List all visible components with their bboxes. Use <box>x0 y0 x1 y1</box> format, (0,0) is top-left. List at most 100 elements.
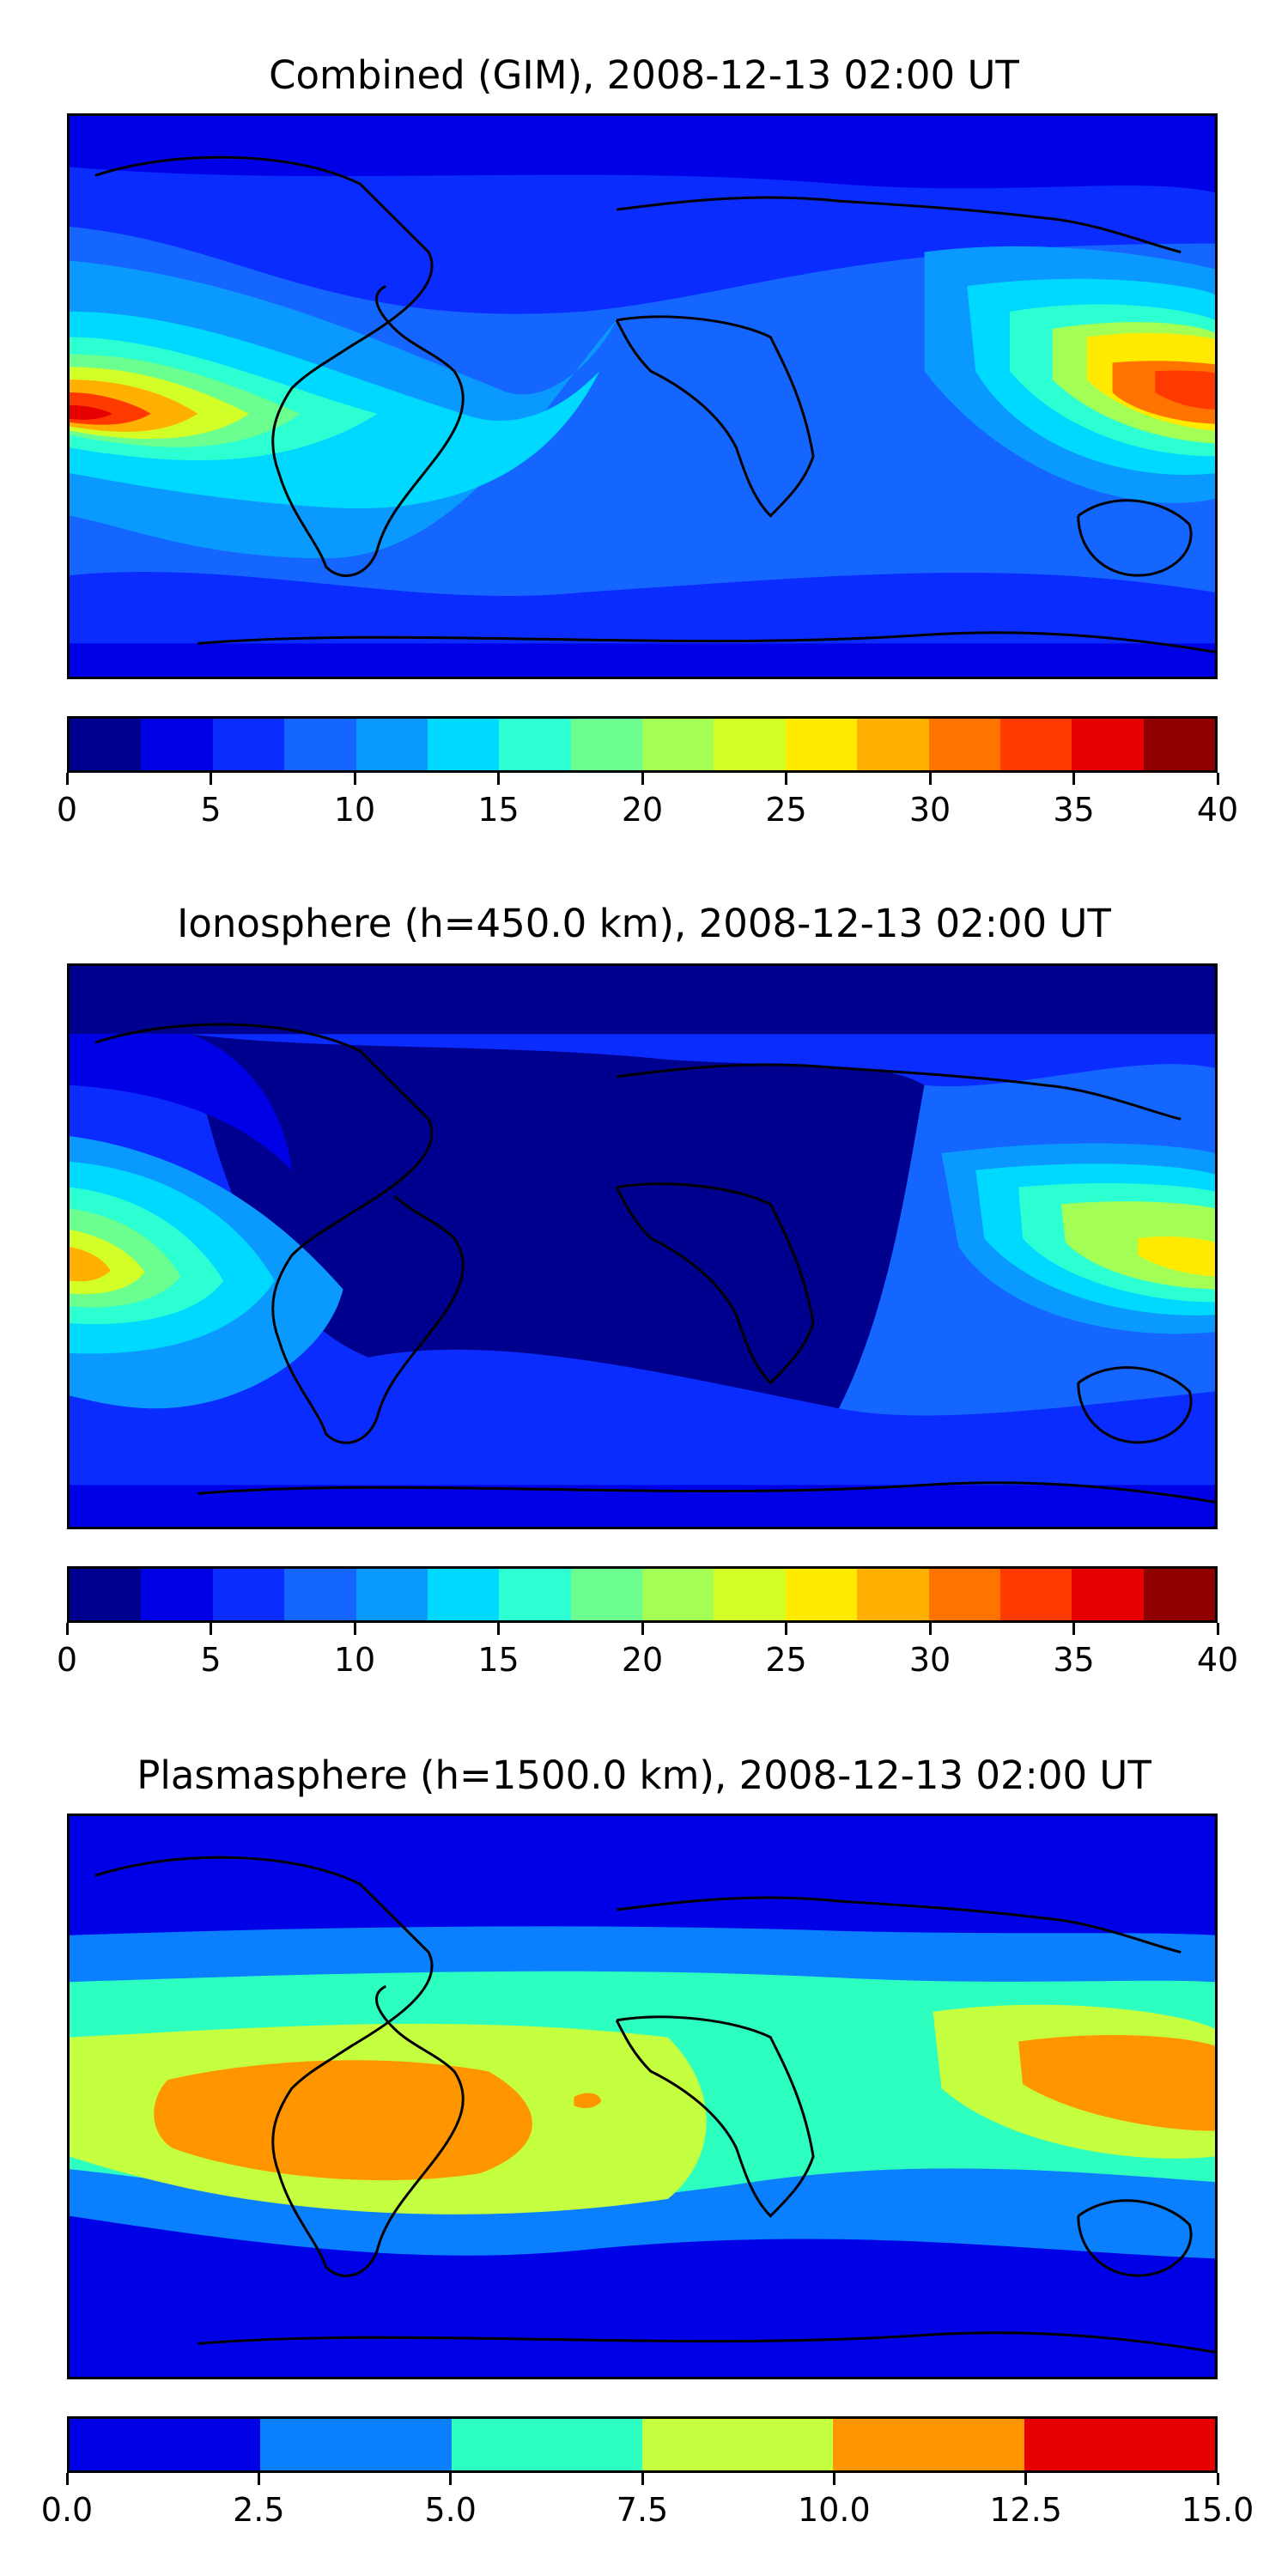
colorbar-tick <box>353 773 356 785</box>
colorbar-tick <box>65 2473 69 2485</box>
colorbar-segment <box>70 1569 142 1620</box>
colorbar-tick <box>210 773 212 785</box>
colorbar-segment <box>833 2419 1024 2470</box>
colorbar-segment <box>785 719 858 770</box>
colorbar-tick <box>785 1623 787 1635</box>
colorbar-segment <box>212 1569 285 1620</box>
colorbar-tick-label: 10 <box>333 1641 376 1679</box>
map-plasmasphere <box>67 1814 1218 2379</box>
colorbar-tick-label: 25 <box>765 791 807 829</box>
colorbar-segment <box>714 1569 786 1620</box>
colorbar-segment <box>928 719 1000 770</box>
colorbar-tick <box>641 1623 644 1635</box>
colorbar-tick <box>641 773 644 785</box>
colorbar-tick <box>210 1623 212 1635</box>
colorbar-segment <box>642 1569 714 1620</box>
colorbar-tick <box>449 2473 453 2485</box>
colorbar-segment <box>141 719 213 770</box>
colorbar-tick <box>353 1623 356 1635</box>
colorbar-ticks-plasmasphere: 0.0 2.5 5.0 7.5 10.0 12.5 15.0 <box>41 2473 1254 2533</box>
colorbar-segment <box>857 1569 929 1620</box>
colorbar-tick <box>1072 1623 1075 1635</box>
colorbar-segment <box>212 719 285 770</box>
colorbar-segment <box>1072 1569 1144 1620</box>
colorbar-tick-label: 2.5 <box>233 2491 285 2529</box>
colorbar-segment <box>284 1569 356 1620</box>
colorbar-segment <box>427 1569 500 1620</box>
colorbar-combined <box>67 716 1218 773</box>
colorbar-tick-label: 5 <box>200 1641 222 1679</box>
colorbar-tick-label: 0 <box>56 791 78 829</box>
colorbar-segment <box>499 1569 571 1620</box>
panel-title-plasmasphere: Plasmasphere (h=1500.0 km), 2008-12-13 0… <box>137 1753 1151 1798</box>
colorbar-segment <box>427 719 500 770</box>
colorbar-tick <box>1024 2473 1028 2485</box>
panel-title-combined: Combined (GIM), 2008-12-13 02:00 UT <box>269 52 1019 98</box>
colorbar-tick-label: 20 <box>621 1641 664 1679</box>
colorbar-tick-label: 25 <box>765 1641 807 1679</box>
colorbar-ionosphere <box>67 1566 1218 1623</box>
colorbar-tick-label: 12.5 <box>989 2491 1062 2529</box>
colorbar-segment <box>499 719 571 770</box>
colorbar-tick-label: 5.0 <box>424 2491 477 2529</box>
colorbar-tick-label: 35 <box>1053 791 1095 829</box>
colorbar-segment <box>355 719 428 770</box>
colorbar-tick-label: 0.0 <box>40 2491 94 2529</box>
colorbar-plasmasphere <box>67 2416 1218 2473</box>
colorbar-tick <box>1216 1623 1219 1635</box>
colorbar-tick-label: 15.0 <box>1181 2491 1255 2529</box>
colorbar-tick-label: 20 <box>621 791 664 829</box>
colorbar-tick <box>65 1623 69 1635</box>
colorbar-tick-label: 40 <box>1196 791 1239 829</box>
colorbar-tick-label: 30 <box>908 1641 951 1679</box>
colorbar-segment <box>70 2419 261 2470</box>
colorbar-segment <box>714 719 786 770</box>
colorbar-tick-label: 5 <box>200 791 222 829</box>
colorbar-segment <box>570 1569 642 1620</box>
colorbar-segment <box>1143 1569 1215 1620</box>
colorbar-segment <box>1024 2419 1215 2470</box>
colorbar-ticks-combined: 0 5 10 15 20 25 30 35 40 <box>57 773 1238 833</box>
colorbar-segment <box>641 2419 834 2470</box>
colorbar-segment <box>70 719 142 770</box>
colorbar-tick-label: 10.0 <box>798 2491 871 2529</box>
map-ionosphere <box>67 963 1218 1529</box>
colorbar-segment <box>570 719 642 770</box>
colorbar-tick-label: 40 <box>1196 1641 1239 1679</box>
colorbar-tick <box>928 1623 932 1635</box>
colorbar-tick-label: 10 <box>333 791 376 829</box>
colorbar-tick <box>832 2473 835 2485</box>
colorbar-tick <box>257 2473 260 2485</box>
colorbar-tick-label: 15 <box>477 791 519 829</box>
colorbar-segment <box>284 719 356 770</box>
colorbar-tick <box>1072 773 1075 785</box>
panel-title-ionosphere: Ionosphere (h=450.0 km), 2008-12-13 02:0… <box>177 901 1111 946</box>
colorbar-tick-label: 30 <box>908 791 951 829</box>
colorbar-segment <box>785 1569 858 1620</box>
colorbar-segment <box>999 719 1072 770</box>
colorbar-tick-label: 7.5 <box>616 2491 669 2529</box>
colorbar-tick <box>497 773 500 785</box>
colorbar-segment <box>355 1569 428 1620</box>
colorbar-tick <box>65 773 69 785</box>
colorbar-tick <box>928 773 932 785</box>
colorbar-segment <box>1143 719 1215 770</box>
colorbar-segment <box>999 1569 1072 1620</box>
colorbar-segment <box>928 1569 1000 1620</box>
colorbar-segment <box>260 2419 452 2470</box>
colorbar-segment <box>857 719 929 770</box>
colorbar-segment <box>1072 719 1144 770</box>
colorbar-segment <box>141 1569 213 1620</box>
colorbar-ticks-ionosphere: 0 5 10 15 20 25 30 35 40 <box>57 1623 1238 1683</box>
colorbar-tick <box>785 773 787 785</box>
colorbar-tick <box>497 1623 500 1635</box>
colorbar-tick-label: 0 <box>56 1641 78 1679</box>
colorbar-segment <box>451 2419 642 2470</box>
colorbar-tick <box>1216 2473 1219 2485</box>
colorbar-tick <box>641 2473 644 2485</box>
colorbar-segment <box>642 719 714 770</box>
colorbar-tick-label: 35 <box>1053 1641 1095 1679</box>
colorbar-tick-label: 15 <box>477 1641 519 1679</box>
colorbar-tick <box>1216 773 1219 785</box>
map-combined <box>67 113 1218 679</box>
